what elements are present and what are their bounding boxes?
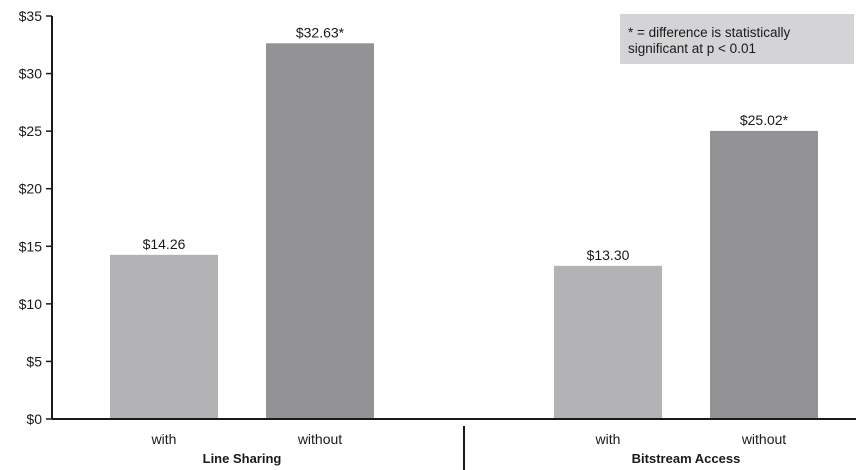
y-tick-label: $0 — [26, 411, 42, 427]
x-tick-label: without — [741, 431, 786, 447]
data-label: $25.02* — [740, 112, 789, 128]
y-tick-label: $20 — [19, 181, 43, 197]
significance-note: * = difference is statistically signific… — [620, 14, 854, 64]
x-tick-label: with — [151, 431, 177, 447]
y-tick-label: $30 — [19, 66, 43, 82]
data-label: $14.26 — [143, 236, 186, 252]
bar — [266, 43, 374, 420]
data-label: $13.30 — [587, 247, 630, 263]
data-label: $32.63* — [296, 24, 345, 40]
bar — [110, 254, 218, 419]
y-tick-label: $15 — [19, 238, 43, 254]
x-tick-label: with — [595, 431, 621, 447]
y-axis: $0 $5 $10 $15 $20 $25 $30 $35 — [19, 8, 53, 427]
bars — [110, 43, 818, 420]
group-label: Bitstream Access — [632, 451, 741, 466]
note-line-2: significant at p < 0.01 — [628, 41, 756, 56]
note-line-1: * = difference is statistically — [628, 25, 790, 40]
y-tick-label: $25 — [19, 123, 43, 139]
group-label: Line Sharing — [203, 451, 282, 466]
bar — [710, 130, 818, 419]
y-tick-label: $5 — [26, 353, 42, 369]
x-tick-label: without — [297, 431, 342, 447]
note-box — [620, 14, 854, 64]
data-labels: $14.26 $32.63* $13.30 $25.02* — [143, 24, 789, 263]
bar — [554, 265, 662, 419]
y-tick-label: $10 — [19, 296, 43, 312]
y-tick-label: $35 — [19, 8, 43, 24]
